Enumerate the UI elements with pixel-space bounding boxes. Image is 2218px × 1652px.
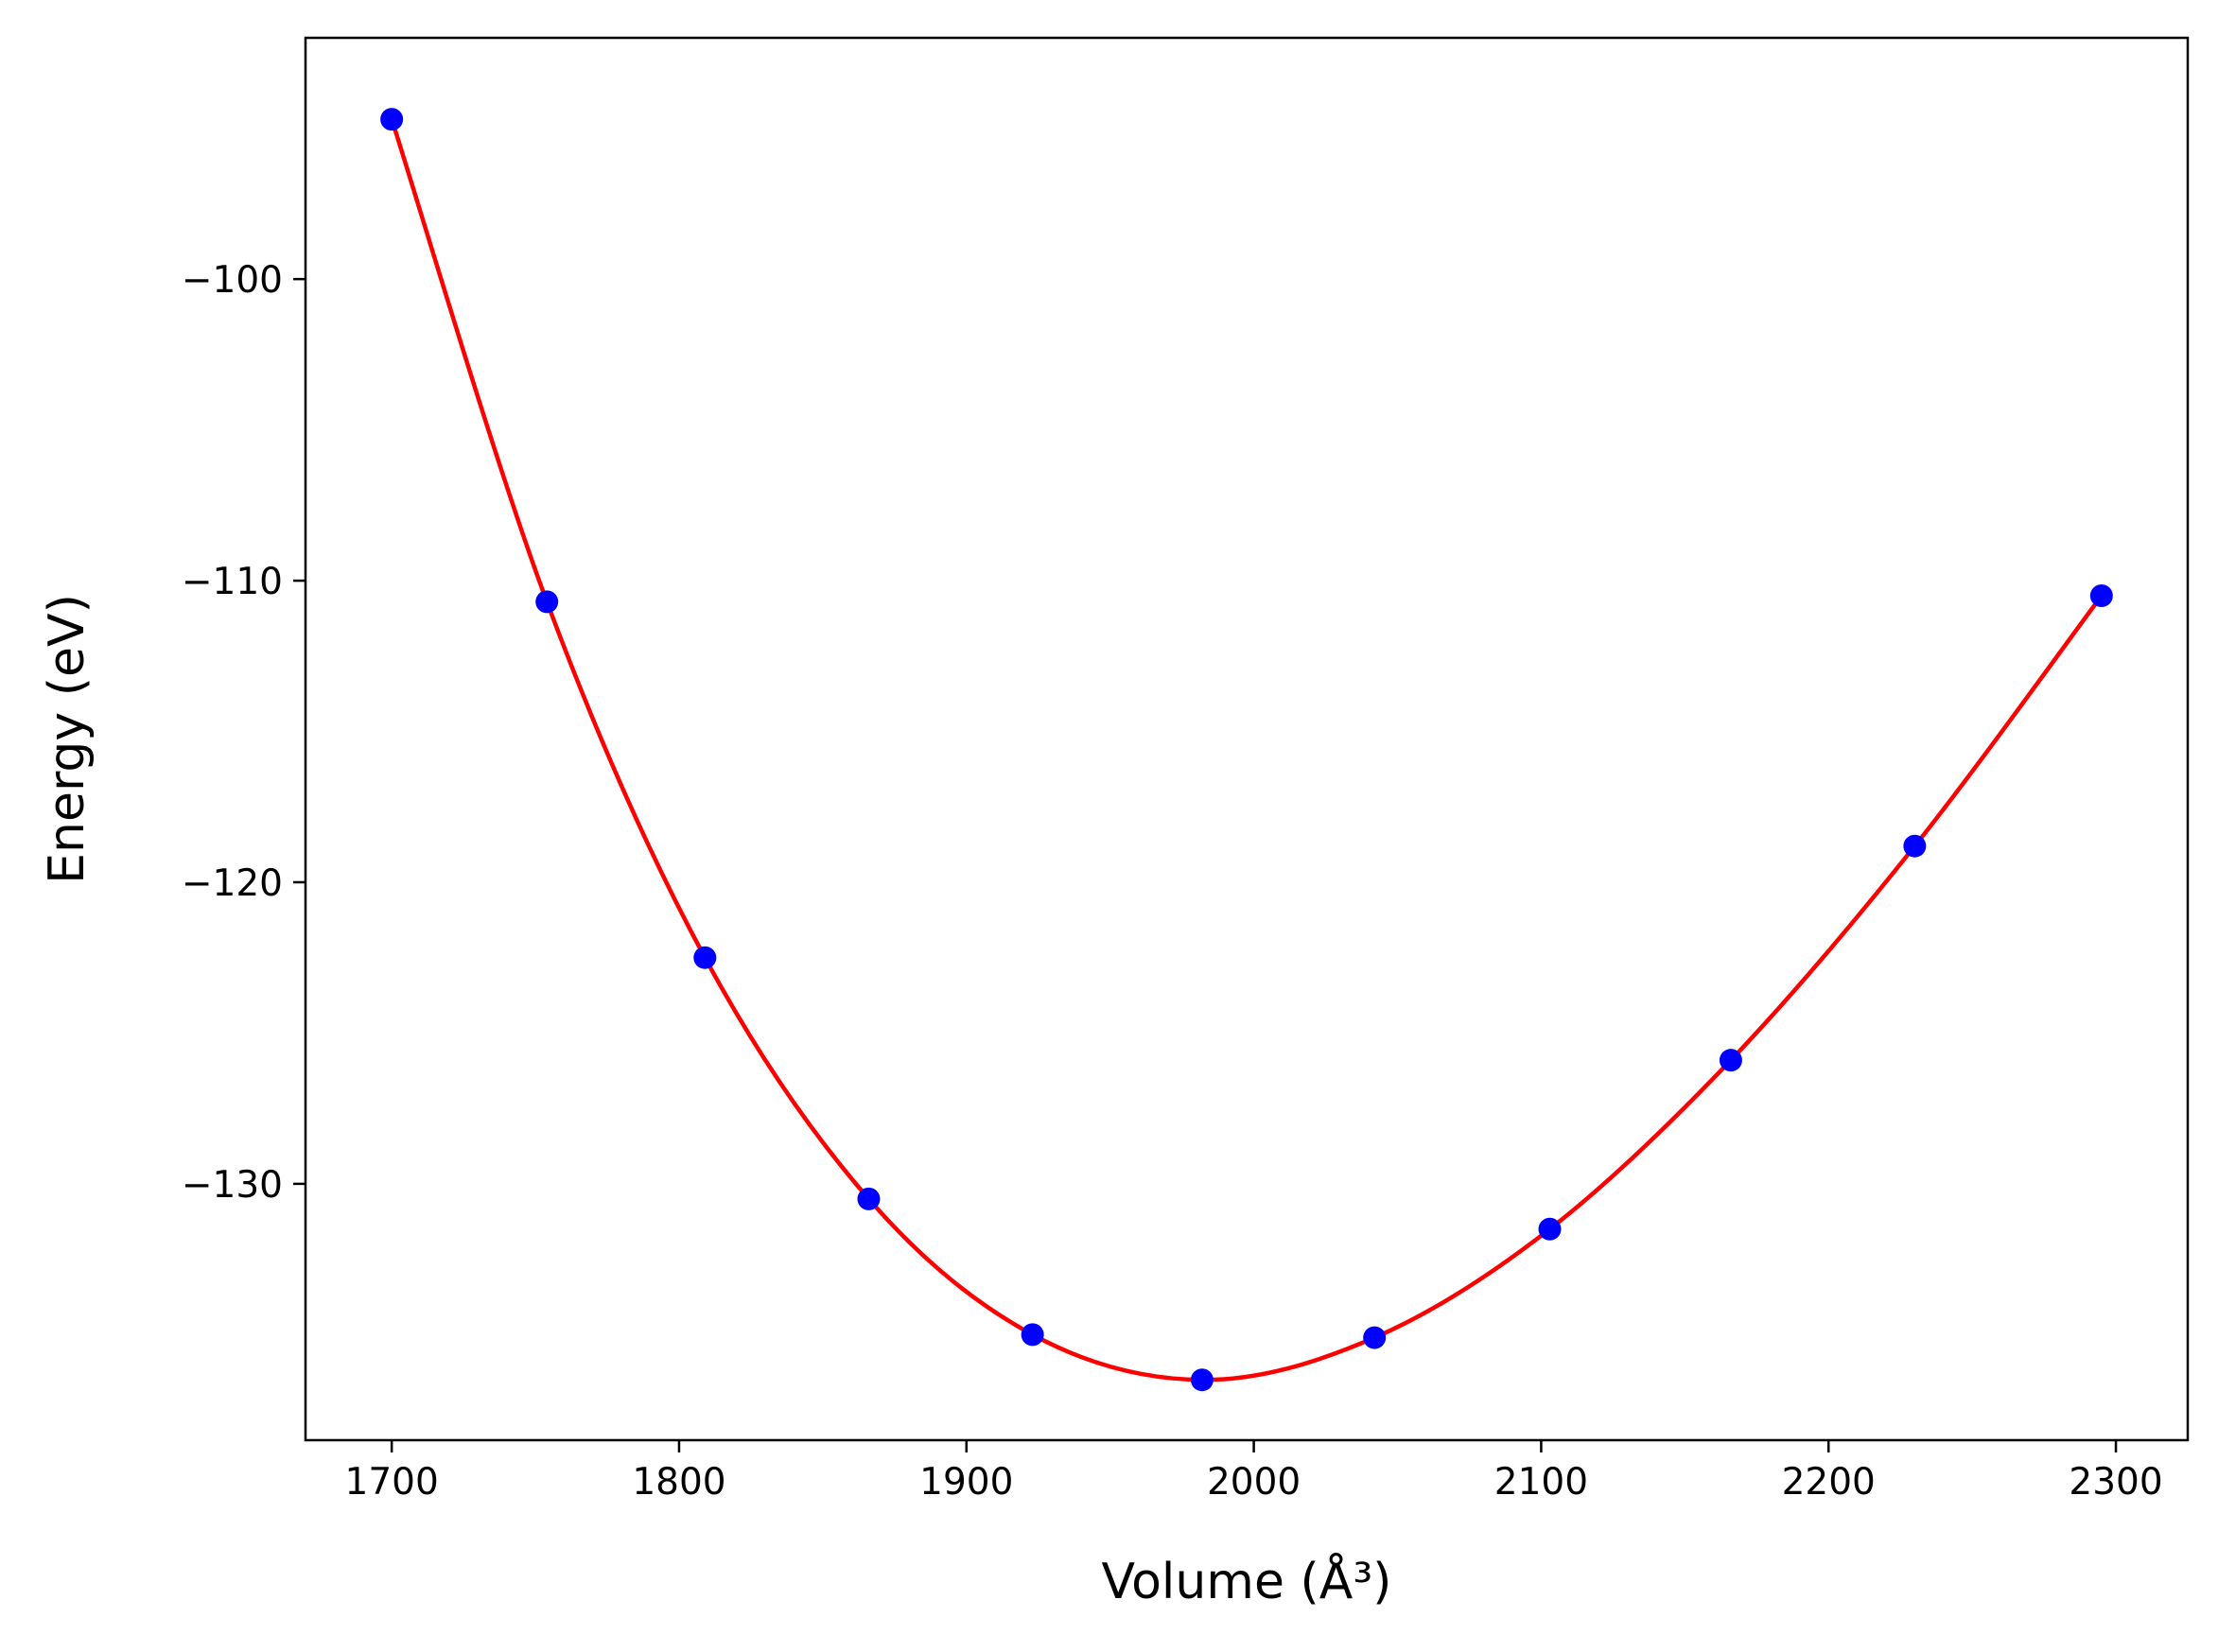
- data-point: [1190, 1368, 1214, 1392]
- y-tick-label: −120: [182, 862, 283, 905]
- plot-frame: [304, 36, 2190, 1442]
- data-point: [1538, 1217, 1562, 1241]
- y-tick-label: −110: [182, 561, 283, 603]
- x-tick-label: 2000: [1207, 1461, 1301, 1504]
- x-tick-label: 2200: [1782, 1461, 1876, 1504]
- data-point: [1363, 1326, 1387, 1349]
- x-tick-label: 2300: [2069, 1461, 2162, 1504]
- y-tick-label: −100: [182, 259, 283, 302]
- data-point: [2089, 584, 2113, 608]
- data-point: [1719, 1049, 1742, 1072]
- x-tick-label: 2100: [1494, 1461, 1588, 1504]
- y-axis-label: Energy (eV): [39, 594, 96, 884]
- data-point: [535, 590, 559, 614]
- y-axis: −100 −110 −120 −130: [182, 259, 306, 1207]
- plot-area: [380, 108, 2113, 1392]
- x-tick-label: 1700: [345, 1461, 439, 1504]
- data-point: [693, 946, 717, 969]
- x-axis: 1700 1800 1900 2000 2100 2200 2300: [345, 1440, 2163, 1504]
- data-point: [1903, 834, 1927, 858]
- y-tick-label: −130: [182, 1164, 283, 1207]
- data-point: [857, 1187, 881, 1210]
- x-tick-label: 1800: [632, 1461, 725, 1504]
- x-axis-label: Volume (Å³): [1102, 1552, 1392, 1610]
- fit-curve: [390, 118, 2104, 1382]
- data-point: [380, 108, 404, 131]
- x-tick-label: 1900: [919, 1461, 1013, 1504]
- data-point: [1021, 1323, 1044, 1347]
